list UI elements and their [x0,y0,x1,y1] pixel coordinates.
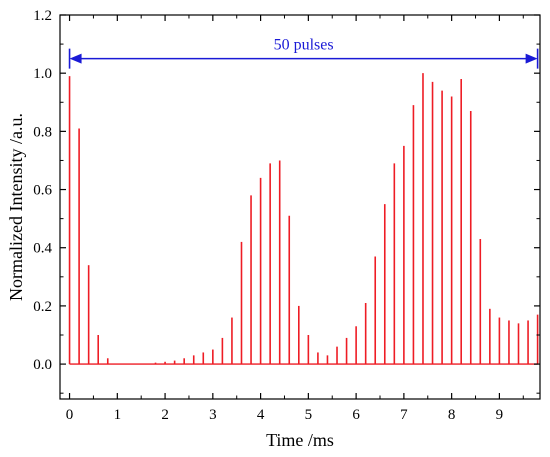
y-tick-label: 0.6 [33,183,52,199]
y-tick-label: 0.8 [33,124,52,140]
pulse-bars [68,73,539,365]
x-tick-label: 7 [400,407,408,423]
x-tick-label: 8 [448,407,456,423]
x-tick-label: 9 [496,407,504,423]
y-tick-label: 0.4 [33,241,52,257]
x-tick-label: 6 [352,407,360,423]
x-tick-label: 4 [257,407,265,423]
y-tick-label: 1.0 [33,66,52,82]
y-tick-labels: 0.0 0.2 0.4 0.6 0.8 1.0 1.2 [33,8,52,373]
y-axis-title: Normalized Intensity /a.u. [6,113,26,301]
y-tick-label: 0.0 [33,357,52,373]
y-tick-label: 0.2 [33,299,52,315]
x-tick-label: 0 [66,407,74,423]
x-tick-labels: 0 1 2 3 4 5 6 7 8 9 [66,407,503,423]
annotation-group: 50 pulses [68,37,539,69]
x-axis-title: Time /ms [266,430,334,450]
annotation-arrowhead-right [525,53,538,64]
x-tick-label: 5 [305,407,313,423]
x-tick-label: 3 [209,407,217,423]
x-tick-label: 2 [161,407,169,423]
annotation-label: 50 pulses [274,37,334,54]
axis-ticks [60,14,540,399]
x-tick-label: 1 [114,407,122,423]
y-tick-label: 1.2 [33,8,52,24]
annotation-arrowhead-left [69,53,82,64]
plot-frame [59,14,541,400]
